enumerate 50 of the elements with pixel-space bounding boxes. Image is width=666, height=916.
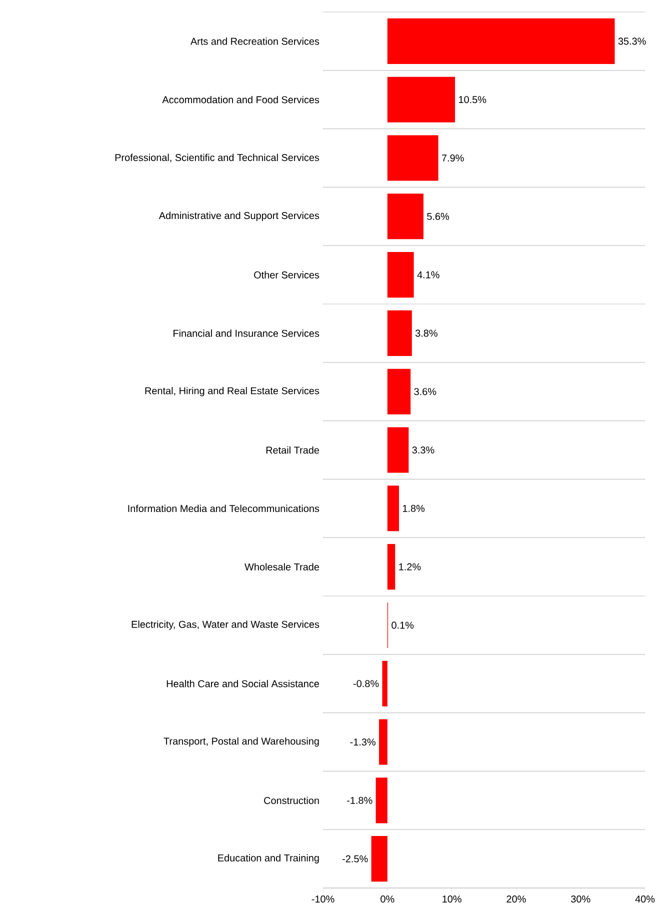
- y-tick-label: Rental, Hiring and Real Estate Services: [145, 386, 320, 396]
- y-tick-label: Information Media and Telecommunications: [128, 504, 320, 512]
- x-tick-label: 30%: [571, 896, 590, 903]
- bar: [371, 836, 388, 882]
- y-tick-label: Wholesale Trade: [244, 563, 320, 570]
- data-label: 10.5%: [458, 96, 486, 104]
- bar: [387, 427, 409, 473]
- y-tick-label: Financial and Insurance Services: [174, 330, 320, 337]
- data-label: 3.8%: [415, 330, 438, 337]
- y-tick-label: Professional, Scientific and Technical Services: [115, 154, 320, 162]
- bar: [387, 252, 414, 298]
- data-label: 4.1%: [417, 271, 440, 278]
- y-tick-label: Administrative and Support Services: [158, 212, 320, 222]
- bar: [382, 660, 388, 706]
- y-tick-label: Transport, Postal and Warehousing: [164, 737, 319, 747]
- y-tick-label: Electricity, Gas, Water and Waste Services: [132, 620, 320, 630]
- y-tick-label: Other Services: [254, 271, 320, 278]
- x-tick-label: 10%: [442, 896, 462, 903]
- y-tick-label: Construction: [264, 796, 319, 804]
- bar: [387, 486, 399, 532]
- data-label: 7.9%: [442, 154, 464, 162]
- y-tick-label: Accommodation and Food Services: [162, 96, 320, 104]
- y-tick-label: Health Care and Social Assistance: [166, 680, 320, 688]
- data-label: -0.8%: [353, 680, 379, 688]
- bar: [387, 135, 438, 181]
- data-label: 3.6%: [414, 388, 436, 396]
- data-label: 0.1%: [392, 622, 414, 629]
- bar: [387, 544, 396, 590]
- data-label: 1.2%: [399, 563, 421, 570]
- bar: [387, 368, 411, 414]
- x-tick-label: 0%: [380, 896, 394, 903]
- data-label: -2.5%: [342, 855, 368, 862]
- bar: [379, 719, 388, 765]
- data-label: 3.3%: [412, 446, 434, 454]
- bar: [387, 18, 615, 64]
- x-tick-label: 40%: [635, 896, 655, 903]
- bar: [387, 310, 412, 356]
- data-label: 35.3%: [618, 38, 646, 45]
- data-label: -1.8%: [347, 796, 372, 804]
- y-tick-label: Retail Trade: [266, 446, 320, 454]
- data-label: 5.6%: [427, 212, 450, 220]
- data-label: -1.3%: [350, 738, 376, 746]
- x-tick-label: -10%: [312, 896, 334, 903]
- bar: [387, 76, 456, 122]
- y-tick-label: Arts and Recreation Services: [190, 38, 320, 45]
- bar: [376, 778, 388, 824]
- x-tick-label: 20%: [506, 896, 526, 903]
- data-label: 1.8%: [402, 504, 425, 512]
- y-tick-label: Education and Training: [218, 854, 319, 864]
- bar: [387, 194, 424, 240]
